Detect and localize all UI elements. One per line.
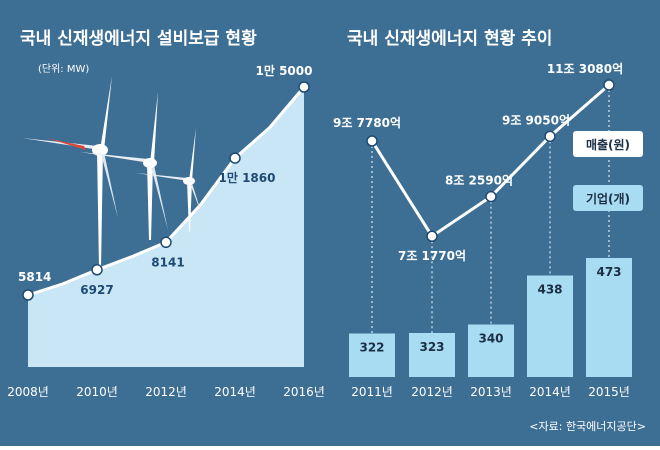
x-tick-label: 2008년	[7, 385, 49, 399]
data-point	[160, 236, 172, 249]
area-fill	[28, 87, 304, 367]
x-tick-label: 2016년	[283, 385, 325, 399]
data-label: 1만 5000	[256, 63, 313, 78]
line-value-label: 11조 3080억	[547, 62, 623, 76]
left-chart-unit: (단위: MW)	[38, 62, 89, 75]
bar	[527, 275, 573, 377]
data-label: 5814	[18, 270, 51, 284]
legend-companies-box	[573, 185, 643, 211]
legend-sales-box	[573, 131, 643, 157]
wind-turbine-icon	[136, 128, 203, 232]
wind-turbine-illustration	[22, 76, 203, 268]
wind-turbine-icon	[22, 76, 118, 268]
data-point	[229, 152, 241, 164]
line-point	[366, 135, 378, 147]
sales-line: 9조 7780억 7조 1770억 8조 2590억 9조 9050억 11조 3080…	[333, 62, 623, 334]
legend: 매출(원) 기업(개)	[573, 131, 643, 211]
left-chart-title: 국내 신재생에너지 설비보급 현황	[20, 29, 257, 49]
bar-value-label: 438	[537, 283, 562, 297]
line-value-label: 9조 9050억	[502, 113, 570, 127]
wind-turbine-icon	[80, 92, 168, 240]
line-value-label: 9조 7780억	[333, 116, 401, 130]
legend-companies-label: 기업(개)	[586, 191, 630, 206]
legend-sales-label: 매출(원)	[586, 137, 630, 152]
bar	[468, 324, 514, 377]
x-tick-label: 2013년	[470, 385, 512, 399]
bar-value-label: 322	[359, 341, 384, 355]
bar-value-label: 323	[419, 340, 444, 354]
bar	[409, 333, 455, 377]
bar	[349, 333, 395, 377]
x-tick-label: 2012년	[145, 385, 187, 399]
company-count-bars: 322 323 340 438 473	[349, 258, 632, 377]
x-tick-label: 2010년	[76, 385, 118, 399]
x-tick-label: 2014년	[529, 385, 571, 399]
data-point	[91, 264, 103, 276]
right-x-axis: 2011년 2012년 2013년 2014년 2015년	[351, 385, 630, 399]
x-tick-label: 2012년	[411, 385, 453, 399]
x-tick-label: 2014년	[214, 385, 256, 399]
line-value-label: 7조 1770억	[398, 249, 466, 263]
bar	[586, 258, 632, 377]
source-note: <자료: 한국에너지공단>	[529, 420, 646, 433]
bar-value-label: 340	[478, 332, 503, 346]
capacity-markers: 5814 6927 8141 1만 1860 1만 5000	[18, 63, 313, 301]
line-point	[544, 130, 556, 143]
x-tick-label: 2015년	[588, 385, 630, 399]
line-value-label: 8조 2590억	[445, 174, 513, 188]
data-point	[298, 81, 310, 93]
right-chart-title: 국내 신재생에너지 현황 추이	[347, 29, 552, 49]
capacity-area-chart	[27, 86, 306, 367]
data-label: 1만 1860	[219, 170, 276, 185]
line-point	[426, 230, 438, 242]
data-label: 6927	[80, 283, 113, 297]
data-label: 8141	[151, 255, 184, 269]
line-point	[485, 190, 497, 203]
left-x-axis: 2008년 2010년 2012년 2014년 2016년	[7, 385, 325, 399]
data-point	[22, 289, 34, 301]
bar-value-label: 473	[596, 265, 621, 279]
x-tick-label: 2011년	[351, 385, 393, 399]
line-point	[603, 79, 615, 91]
